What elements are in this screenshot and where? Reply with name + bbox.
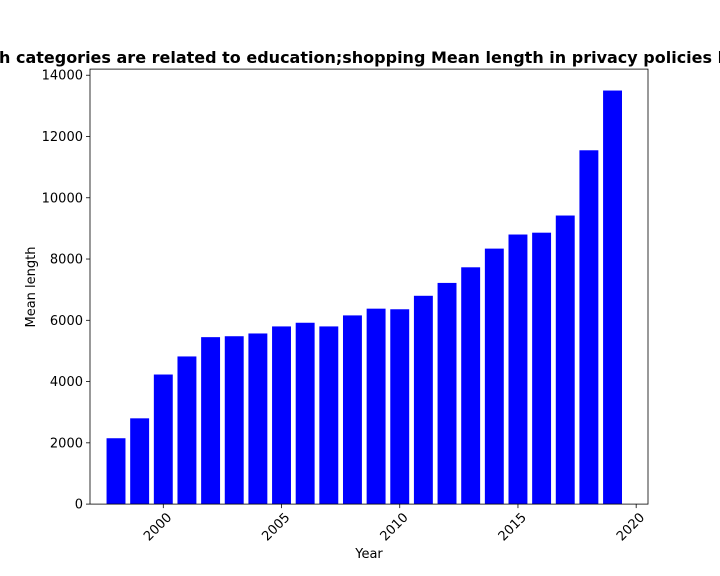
bar-2019 bbox=[603, 90, 622, 505]
x-axis-label: Year bbox=[354, 547, 383, 562]
bar-1999 bbox=[130, 418, 150, 505]
bar-2007 bbox=[319, 326, 339, 505]
y-axis: 0 2000 4000 6000 8000 10000 12000 14000 bbox=[42, 69, 90, 513]
x-tick-label-2020: 2020 bbox=[614, 510, 648, 544]
y-tick-label-2000: 2000 bbox=[50, 436, 83, 451]
bar-2012 bbox=[437, 282, 457, 505]
bar-2011 bbox=[413, 295, 433, 505]
x-tick-label-2005: 2005 bbox=[259, 510, 293, 544]
bar-2000 bbox=[153, 374, 173, 505]
bar-2006 bbox=[295, 322, 315, 505]
x-tick-label-2015: 2015 bbox=[496, 510, 530, 544]
bar-2005 bbox=[272, 326, 291, 505]
plot-frame bbox=[89, 68, 649, 505]
y-tick-label-4000: 4000 bbox=[50, 375, 83, 390]
bar-2017 bbox=[555, 215, 575, 505]
bar-2016 bbox=[532, 232, 552, 505]
bar-2002 bbox=[201, 337, 221, 505]
y-tick-label-6000: 6000 bbox=[50, 314, 83, 329]
bar-2013 bbox=[461, 267, 481, 505]
y-axis-label: Mean length bbox=[24, 247, 39, 328]
y-tick-label-10000: 10000 bbox=[42, 191, 83, 206]
bar-2008 bbox=[342, 315, 362, 505]
bar-2015 bbox=[508, 234, 528, 505]
x-tick-label-2000: 2000 bbox=[141, 510, 175, 544]
chart-title: Which categories are related to educatio… bbox=[0, 48, 720, 67]
bar-2009 bbox=[366, 308, 386, 505]
bars-group bbox=[106, 90, 622, 505]
x-axis: 2000 2005 2010 2015 2020 bbox=[141, 504, 648, 544]
bar-2001 bbox=[177, 356, 197, 505]
bar-2010 bbox=[390, 309, 410, 505]
bar-1998 bbox=[106, 438, 126, 505]
x-tick-label-2010: 2010 bbox=[378, 510, 412, 544]
bar-2018 bbox=[579, 150, 599, 505]
bar-2004 bbox=[248, 333, 268, 505]
y-tick-label-0: 0 bbox=[75, 498, 83, 513]
y-tick-label-8000: 8000 bbox=[50, 253, 83, 268]
bar-2003 bbox=[224, 336, 244, 505]
bar-2014 bbox=[484, 248, 504, 505]
y-tick-label-12000: 12000 bbox=[42, 130, 83, 145]
y-tick-label-14000: 14000 bbox=[42, 69, 83, 84]
